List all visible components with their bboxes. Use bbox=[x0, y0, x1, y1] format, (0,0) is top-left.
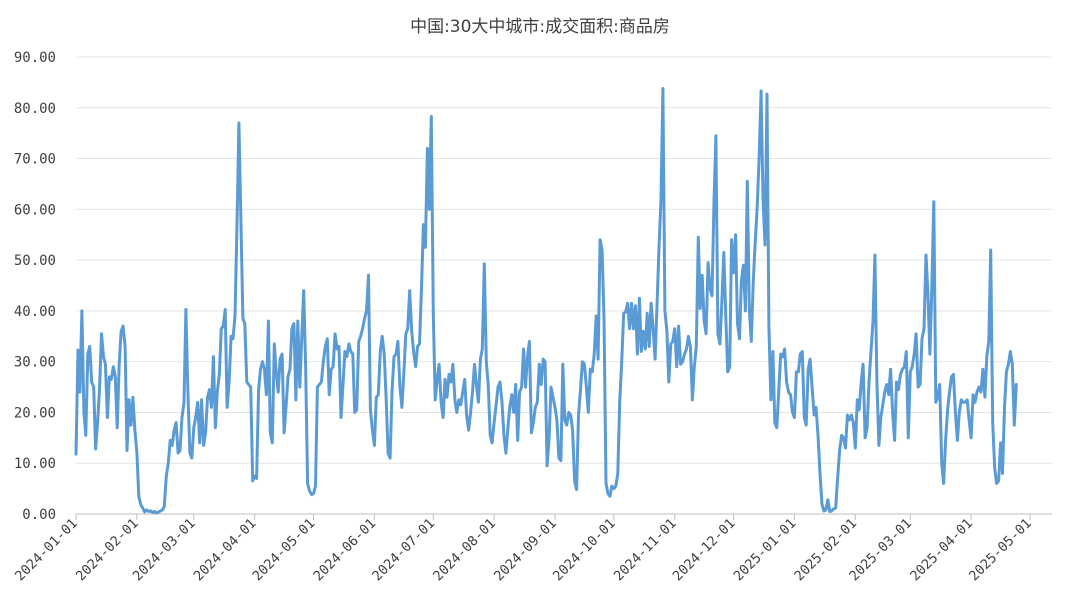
x-tick-label: 2025-05-01 bbox=[966, 516, 1035, 585]
x-tick-label: 2025-04-01 bbox=[907, 516, 976, 585]
y-axis-ticks: 0.00 10.00 20.00 30.00 40.00 50.00 60.00 70.00 8… bbox=[14, 50, 56, 523]
y-tick-label: 50.00 bbox=[14, 253, 56, 269]
y-tick-label: 10.00 bbox=[14, 456, 56, 472]
y-tick-label: 60.00 bbox=[14, 202, 56, 218]
y-tick-label: 20.00 bbox=[14, 405, 56, 421]
series-layer bbox=[74, 87, 1018, 515]
gridlines bbox=[76, 56, 1052, 515]
y-tick-label: 40.00 bbox=[14, 304, 56, 320]
x-tick-label: 2024-09-01 bbox=[491, 516, 560, 585]
y-tick-label: 80.00 bbox=[14, 101, 56, 117]
x-tick-label: 2024-06-01 bbox=[310, 516, 379, 585]
x-tick-label: 2024-07-01 bbox=[369, 516, 438, 585]
x-axis-ticks: 2024-01-012024-02-012024-03-012024-04-01… bbox=[12, 514, 1035, 584]
chart-title: 中国:30大中城市:成交面积:商品房 bbox=[410, 17, 670, 37]
x-tick-label: 2024-05-01 bbox=[250, 516, 319, 585]
x-tick-label: 2025-01-01 bbox=[730, 516, 799, 585]
y-tick-label: 30.00 bbox=[14, 355, 56, 371]
y-tick-label: 90.00 bbox=[14, 50, 56, 66]
x-tick-label: 2024-04-01 bbox=[191, 516, 260, 585]
y-tick-label: 70.00 bbox=[14, 152, 56, 168]
series-line bbox=[74, 87, 1018, 515]
x-tick-label: 2024-10-01 bbox=[550, 516, 619, 585]
x-tick-label: 2024-08-01 bbox=[430, 516, 499, 585]
y-tick-label: 0.00 bbox=[22, 507, 56, 523]
x-tick-label: 2024-12-01 bbox=[670, 516, 739, 585]
x-tick-label: 2024-01-01 bbox=[12, 516, 81, 585]
x-tick-label: 2024-11-01 bbox=[611, 516, 680, 585]
